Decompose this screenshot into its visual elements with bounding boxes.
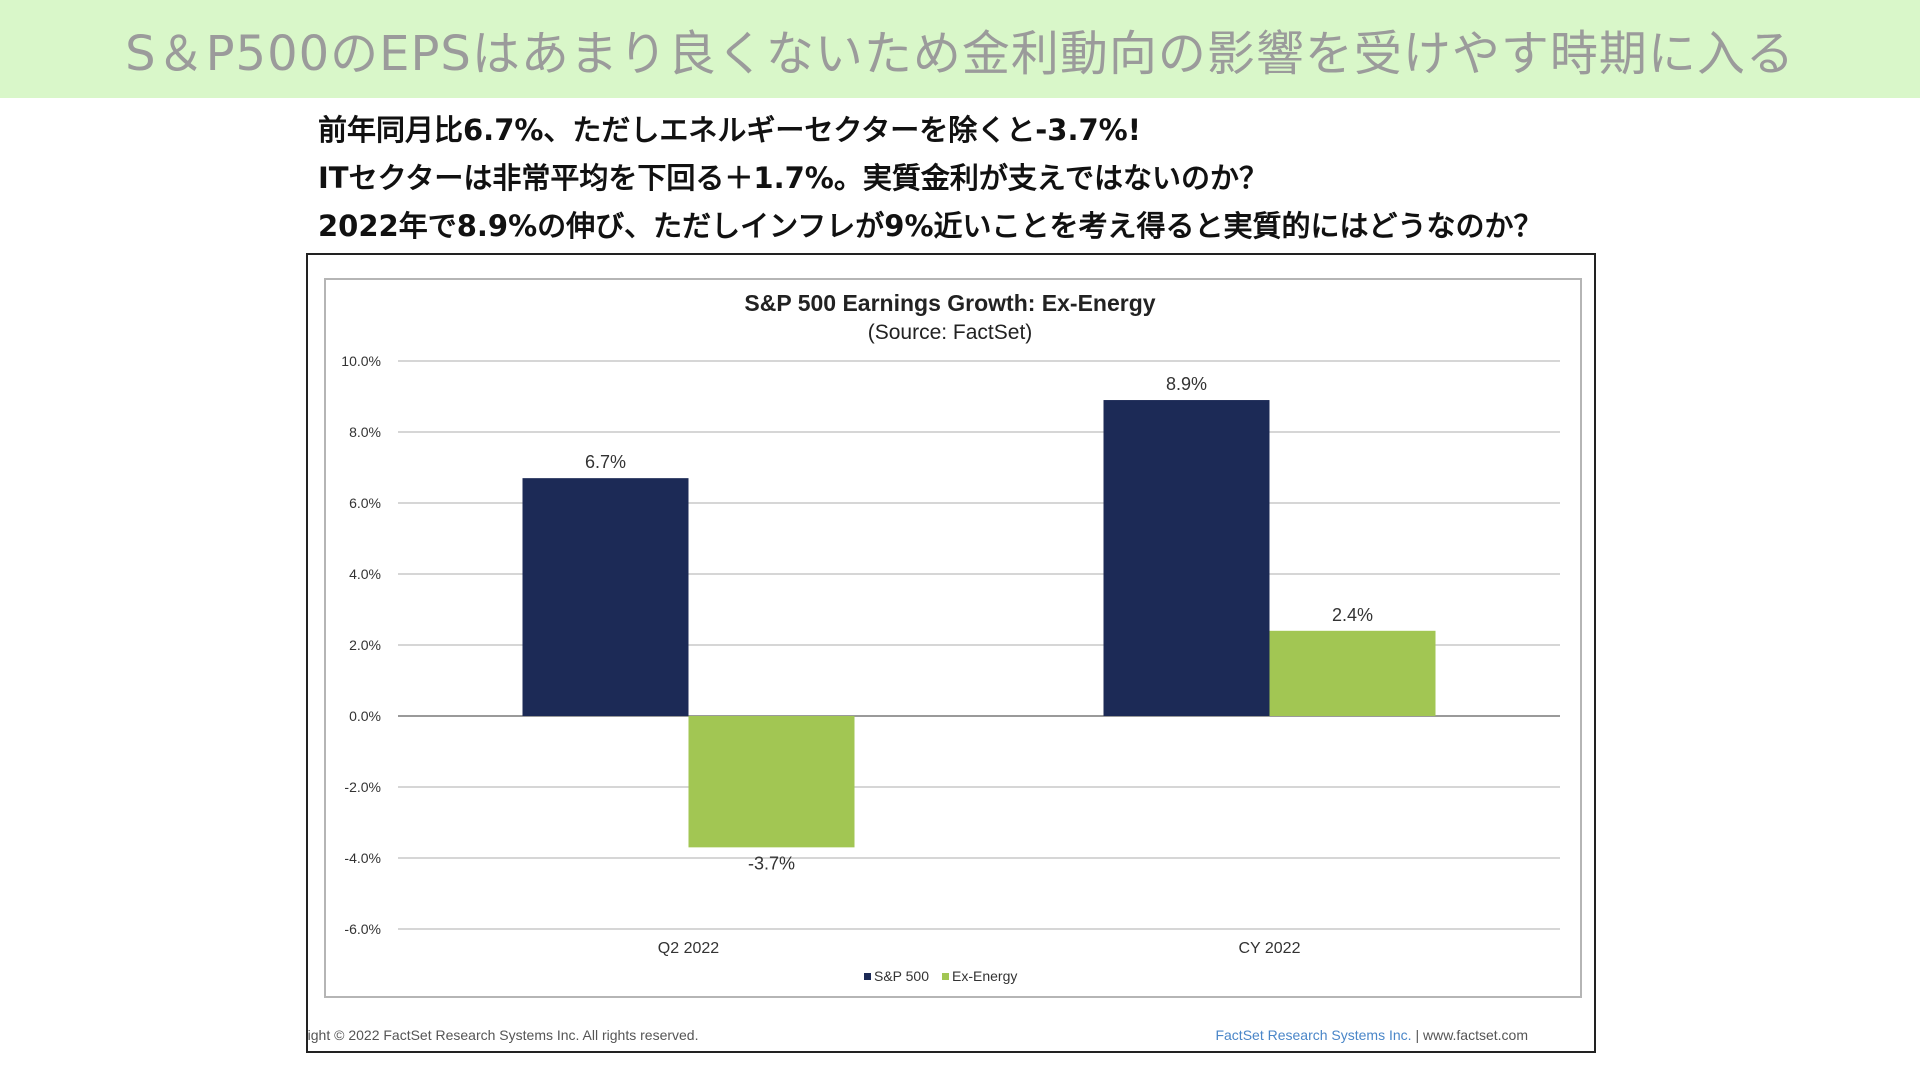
y-tick-label: 6.0%	[349, 495, 381, 511]
legend-label: S&P 500	[874, 968, 929, 984]
factset-brand-link[interactable]: FactSet Research Systems Inc.	[1215, 1027, 1412, 1043]
note-line: 前年同月比6.7%、ただしエネルギーセクターを除くと-3.7%!	[318, 113, 1141, 147]
copyright-text: yright © 2022 FactSet Research Systems I…	[306, 1027, 699, 1043]
title-banner: S＆P500のEPSはあまり良くないため金利動向の影響を受けやす時期に入る	[0, 0, 1920, 98]
y-tick-label: 8.0%	[349, 424, 381, 440]
data-labels: 6.7% -3.7% 8.9% 2.4%	[585, 374, 1373, 873]
data-label: -3.7%	[748, 853, 795, 873]
chart-title: S&P 500 Earnings Growth: Ex-Energy	[744, 290, 1155, 316]
bar-ex-energy-1	[1269, 630, 1436, 716]
bar-s-p-500-1	[1103, 400, 1270, 716]
footer-separator: |	[1415, 1027, 1420, 1043]
data-label: 6.7%	[585, 452, 626, 472]
legend-swatch	[942, 973, 949, 980]
x-tick-label: CY 2022	[1239, 940, 1301, 957]
bars	[522, 400, 1436, 848]
legend: S&P 500 Ex-Energy	[864, 968, 1017, 984]
y-tick-label: 2.0%	[349, 637, 381, 653]
earnings-growth-chart: S&P 500 Earnings Growth: Ex-Energy (Sour…	[324, 278, 1582, 998]
legend-label: Ex-Energy	[952, 968, 1017, 984]
y-tick-label: 0.0%	[349, 708, 381, 724]
notes-block: 前年同月比6.7%、ただしエネルギーセクターを除くと-3.7%! ITセクターは…	[318, 106, 1818, 250]
chart-image-frame: S&P 500 Earnings Growth: Ex-Energy (Sour…	[306, 253, 1596, 1053]
y-tick-label: 10.0%	[341, 353, 381, 369]
chart-subtitle: (Source: FactSet)	[868, 321, 1033, 344]
note-line: ITセクターは非常平均を下回る＋1.7%。実質金利が支えではないのか？	[318, 161, 1268, 195]
page-title: S＆P500のEPSはあまり良くないため金利動向の影響を受けやす時期に入る	[125, 26, 1795, 82]
y-tick-label: -6.0%	[344, 921, 381, 937]
factset-url-link[interactable]: www.factset.com	[1422, 1027, 1528, 1043]
bar-s-p-500-0	[522, 478, 689, 716]
y-tick-label: 4.0%	[349, 566, 381, 582]
factset-credit: FactSet Research Systems Inc. | www.fact…	[1215, 1027, 1528, 1043]
x-tick-label: Q2 2022	[658, 940, 719, 957]
data-label: 2.4%	[1332, 605, 1373, 625]
data-label: 8.9%	[1166, 374, 1207, 394]
bar-ex-energy-0	[688, 716, 855, 848]
note-line: 2022年で8.9%の伸び、ただしインフレが9%近いことを考え得ると実質的にはど…	[318, 209, 1543, 243]
y-axis-ticks: 10.0% 8.0% 6.0% 4.0% 2.0% 0.0% -2.0% -4.0% -6.0%	[341, 353, 381, 937]
y-tick-label: -2.0%	[344, 779, 381, 795]
legend-swatch	[864, 973, 871, 980]
x-axis-ticks: Q2 2022 CY 2022	[658, 940, 1301, 957]
y-tick-label: -4.0%	[344, 850, 381, 866]
